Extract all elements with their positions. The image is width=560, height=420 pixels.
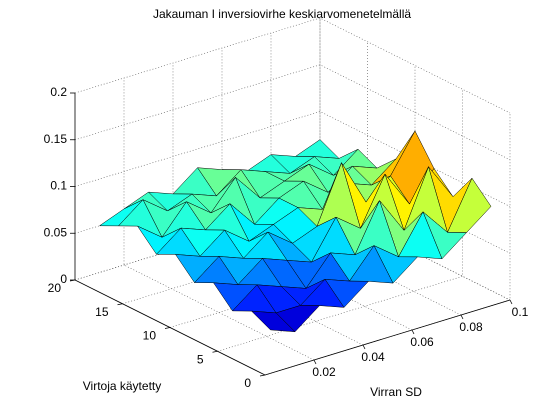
z-tick-label: 0.2 [50,85,67,99]
y-tick [212,350,218,353]
z-tick-label: 0 [60,272,67,286]
y-tick-label: 0 [244,376,251,390]
y-tick [164,327,171,329]
y-axis-label: Virtoja käytetty [83,379,161,393]
x-tick [460,314,464,320]
y-tick [259,374,266,377]
y-tick-label: 15 [95,305,109,319]
x-tick-label: 0.02 [312,365,336,379]
axis-line [264,299,511,376]
axis-line [74,279,266,376]
y-tick-label: 5 [197,352,204,366]
x-tick-label: 0.06 [410,335,434,349]
x-axis-label: Virran SD [370,385,422,399]
z-tick-label: 0.05 [44,225,68,239]
x-tick-label: 0.04 [361,350,385,364]
y-tick [117,303,123,306]
x-tick [509,299,513,305]
surface-face [250,310,296,333]
y-tick-label: 10 [143,329,157,343]
z-tick-label: 0.1 [50,179,67,193]
x-tick [362,344,366,350]
chart-title: Jakauman I inversiovirhe keskiarvomenete… [153,7,411,21]
z-tick-label: 0.15 [44,132,68,146]
x-tick [411,329,415,335]
y-tick-label: 20 [48,281,62,295]
x-tick-label: 0.1 [512,305,529,319]
x-tick [313,359,317,365]
x-tick-label: 0.08 [459,320,483,334]
